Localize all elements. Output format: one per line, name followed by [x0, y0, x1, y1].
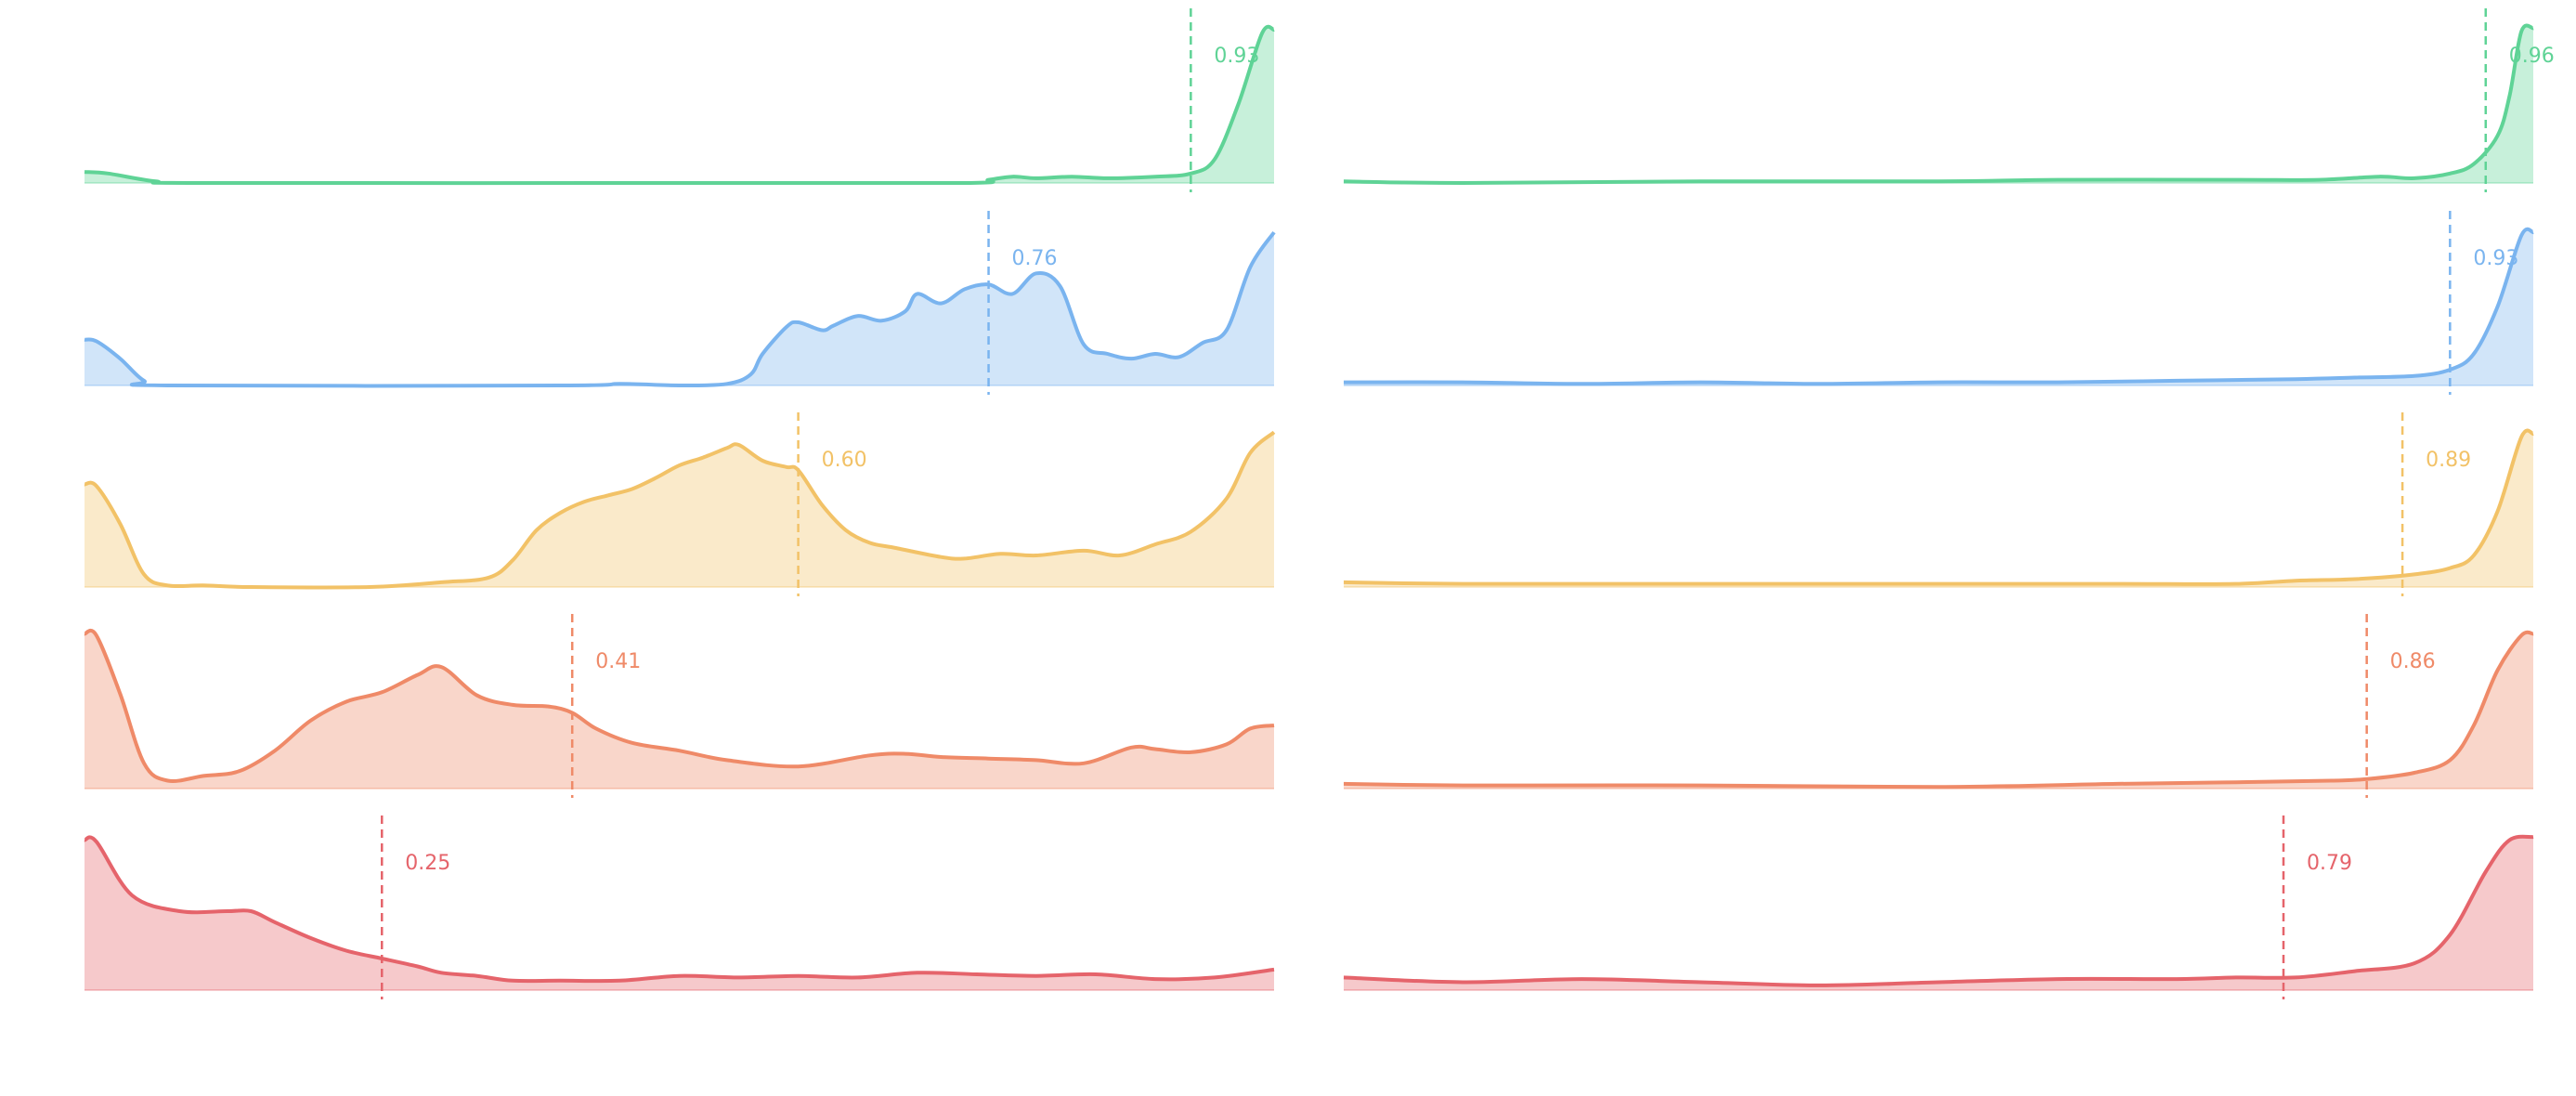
density-area-2	[85, 232, 1274, 386]
panel-2: 0.96 0.93 0.89 0.86 0.79	[1343, 8, 2555, 999]
density-area-3	[1344, 430, 2533, 587]
mean-label-2: 0.76	[1012, 247, 1058, 270]
density-area-4	[85, 630, 1274, 789]
density-curve-3	[1343, 428, 2534, 586]
density-curve-5	[1343, 834, 2534, 987]
mean-label-5: 0.79	[2307, 852, 2352, 875]
mean-label-1: 0.96	[2509, 45, 2555, 68]
density-area-4	[1344, 632, 2533, 789]
density-area-3	[85, 432, 1274, 588]
mean-label-5: 0.25	[405, 852, 450, 875]
mean-label-4: 0.86	[2390, 650, 2436, 673]
mean-label-3: 0.60	[822, 449, 867, 472]
density-curve-4	[1343, 630, 2534, 789]
density-curve-2	[84, 230, 1276, 388]
density-curve-5	[84, 835, 1275, 984]
mean-label-1: 0.93	[1214, 45, 1259, 68]
density-curve-4	[84, 628, 1275, 784]
mean-label-2: 0.93	[2473, 247, 2518, 270]
density-curve-1	[84, 24, 1275, 186]
density-area-5	[1344, 836, 2533, 990]
density-area-2	[1344, 228, 2533, 385]
density-curve-3	[84, 430, 1276, 590]
density-area-5	[85, 837, 1274, 990]
density-area-1	[1344, 25, 2533, 183]
density-curve-1	[1343, 23, 2534, 185]
density-curve-2	[1343, 227, 2534, 386]
mean-label-3: 0.89	[2426, 449, 2471, 472]
panel-1: 0.93 0.76 0.60 0.41 0.25	[84, 8, 1276, 999]
density-area-1	[85, 26, 1274, 184]
mean-label-4: 0.41	[595, 650, 641, 673]
